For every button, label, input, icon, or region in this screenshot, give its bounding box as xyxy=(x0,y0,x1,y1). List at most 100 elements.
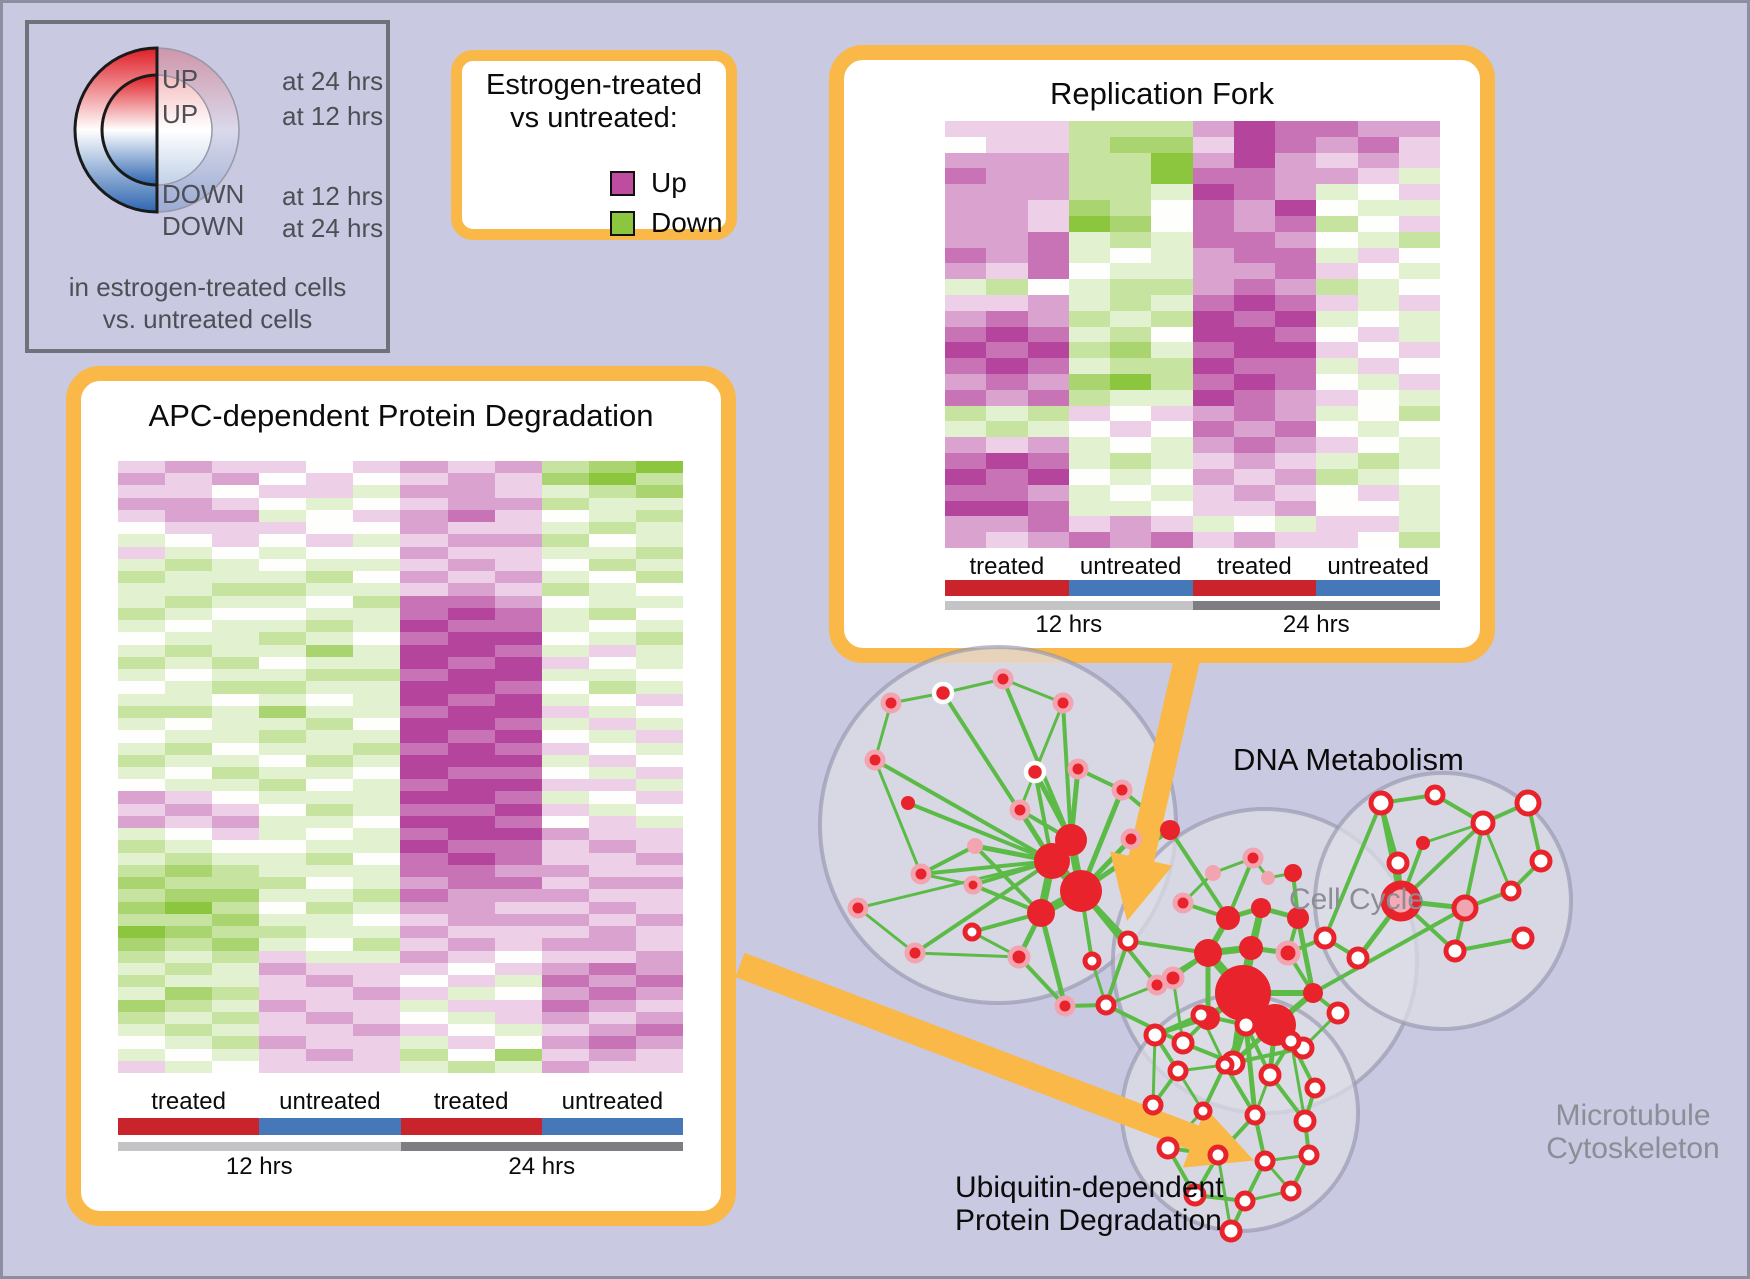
heatmap-cell xyxy=(306,766,354,780)
heatmap-cell xyxy=(541,497,589,510)
heatmap-cell xyxy=(165,718,213,731)
heatmap-cell xyxy=(588,730,636,743)
network-edge xyxy=(1264,1153,1310,1163)
heatmap-cell xyxy=(1192,263,1234,280)
heatmap-cell xyxy=(986,516,1028,533)
heatmap-cell xyxy=(1192,468,1234,485)
heatmap-cell xyxy=(986,231,1028,248)
node-red-pink-halo xyxy=(1172,892,1194,914)
heatmap-cell xyxy=(212,950,260,963)
heatmap-cell xyxy=(541,730,589,743)
heatmap-cell xyxy=(986,121,1028,137)
heatmap-cell xyxy=(1110,437,1152,454)
node-red-pink-halo xyxy=(1007,945,1031,969)
heatmap-cell xyxy=(165,1024,213,1037)
heatmap-cell xyxy=(635,1036,683,1049)
heatmap-cell xyxy=(1316,247,1358,264)
heatmap-cell xyxy=(1151,437,1193,454)
heatmap-cell xyxy=(400,546,448,559)
heatmap-cell xyxy=(635,1060,683,1073)
heatmap-cell xyxy=(494,583,542,596)
heatmap-cell xyxy=(494,509,542,523)
heatmap-cell xyxy=(541,718,589,731)
heatmap-cell xyxy=(353,938,401,951)
heatmap-cell xyxy=(1398,121,1440,137)
network-edge xyxy=(1127,939,1209,955)
heatmap-cell xyxy=(1151,184,1193,201)
heatmap-cell xyxy=(1027,310,1069,327)
node-solid-red xyxy=(1215,965,1271,1021)
heatmap-cell xyxy=(447,607,495,621)
heatmap-cell xyxy=(1316,263,1358,280)
node-red-ring-white-center xyxy=(1254,1150,1276,1172)
network-edge xyxy=(1182,901,1229,920)
heatmap-cell xyxy=(306,497,354,510)
heatmap-cell xyxy=(353,681,401,694)
node-red-pink-halo xyxy=(910,863,932,885)
heatmap-cell xyxy=(1357,358,1399,375)
node-red-ring-white-center xyxy=(1234,1013,1258,1037)
heatmap-cell xyxy=(447,815,495,829)
heatmap-cell xyxy=(306,852,354,865)
heatmap-cell xyxy=(1110,374,1152,390)
heatmap-cell xyxy=(400,693,448,706)
heatmap-cell xyxy=(353,754,401,767)
heatmap-cell xyxy=(541,901,589,914)
heatmap-cell xyxy=(1357,152,1399,169)
heatmap-cell xyxy=(400,461,448,474)
heatmap-cell xyxy=(1192,310,1234,327)
network-edge xyxy=(857,859,1053,910)
heatmap-cell xyxy=(118,583,166,596)
heatmap-cell xyxy=(353,693,401,706)
heatmap-cell xyxy=(118,791,166,804)
heatmap-cell xyxy=(118,669,166,682)
heatmap-cell xyxy=(212,473,260,486)
node-red-ring-white-center xyxy=(1511,926,1535,950)
heatmap-cell xyxy=(1233,437,1275,454)
heatmap-cell xyxy=(541,1048,589,1061)
heatmap-cell xyxy=(306,1024,354,1037)
heatmap-cell xyxy=(1027,152,1069,169)
node-pink xyxy=(1205,865,1221,881)
hrs24-bar xyxy=(400,1142,683,1151)
heatmap-cell xyxy=(212,840,260,853)
heatmap-cell xyxy=(1316,484,1358,501)
node-red-ring-white-center xyxy=(1304,1077,1326,1099)
condition-label: untreated xyxy=(561,1088,664,1115)
heatmap-cell xyxy=(1110,279,1152,295)
heatmap-cell xyxy=(588,962,636,976)
network-edge xyxy=(1038,887,1084,917)
node-solid-red xyxy=(1060,870,1102,912)
network-edge xyxy=(1205,916,1231,955)
network-edge xyxy=(1422,821,1484,845)
heatmap-cell xyxy=(1110,168,1152,185)
heatmap-cell xyxy=(588,950,636,963)
heatmap-cell xyxy=(1398,168,1440,185)
heatmap-cell xyxy=(259,877,307,890)
network-edge xyxy=(1243,1160,1267,1202)
heatmap-cell xyxy=(165,546,213,559)
heatmap-cell xyxy=(118,693,166,706)
untreated-bar-segment xyxy=(1068,580,1193,596)
heatmap-cell xyxy=(541,681,589,694)
heatmap-cell xyxy=(986,310,1028,327)
network-edge xyxy=(1171,951,1210,980)
heatmap-cell xyxy=(1398,279,1440,295)
heatmap-cell xyxy=(400,766,448,780)
heatmap-cell xyxy=(212,938,260,951)
heatmap-cell xyxy=(494,1036,542,1049)
heatmap-cell xyxy=(1068,516,1110,533)
heatmap-cell xyxy=(1233,152,1275,169)
heatmap-cell xyxy=(1357,136,1399,153)
heatmap-cell xyxy=(447,644,495,657)
heatmap-cell xyxy=(165,571,213,584)
network-edge xyxy=(1017,955,1067,1008)
heatmap-cell xyxy=(494,828,542,841)
heatmap-cell xyxy=(1316,421,1358,438)
heatmap-cell xyxy=(259,546,307,559)
network-edge xyxy=(1064,1003,1107,1008)
heatmap-cell xyxy=(306,1036,354,1049)
heatmap-cell xyxy=(306,864,354,878)
node-red-ring-white-center xyxy=(1219,1219,1243,1243)
heatmap-cell xyxy=(541,1011,589,1025)
